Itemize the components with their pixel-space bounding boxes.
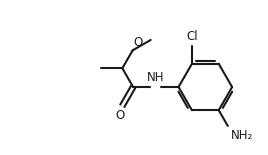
Text: Cl: Cl <box>186 30 198 43</box>
Text: O: O <box>133 36 142 49</box>
Text: NH: NH <box>147 71 165 84</box>
Text: NH₂: NH₂ <box>230 129 253 142</box>
Text: O: O <box>116 109 125 122</box>
